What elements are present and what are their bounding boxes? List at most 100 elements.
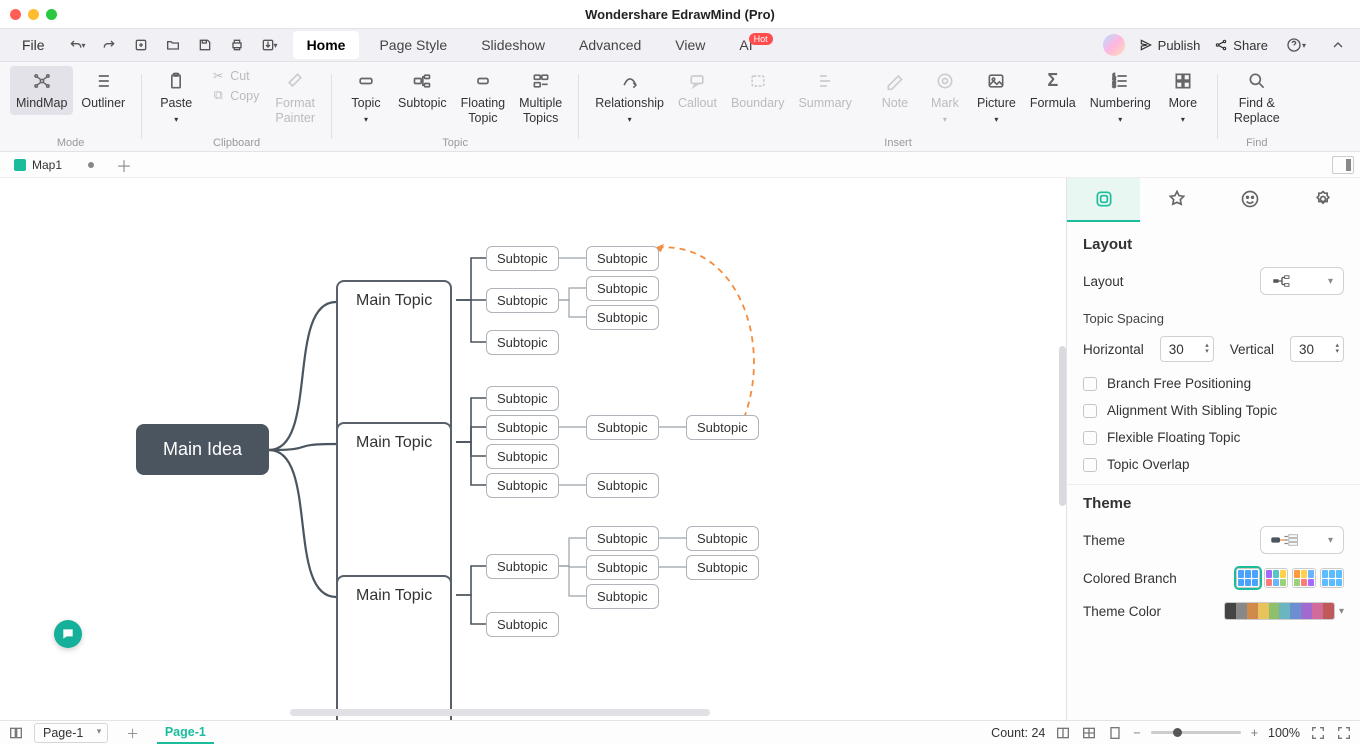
subtopic-node[interactable]: Subtopic — [586, 473, 659, 498]
cut-button[interactable]: ✂Cut — [202, 66, 267, 85]
page-selector[interactable]: Page-1 — [34, 723, 108, 743]
branch-free-checkbox[interactable] — [1083, 377, 1097, 391]
export-button[interactable]: ▾ — [255, 33, 283, 57]
side-tab-settings[interactable] — [1287, 178, 1360, 222]
pages-icon[interactable] — [8, 725, 24, 741]
main-topic-node[interactable]: Main Topic — [336, 575, 452, 720]
callout-button[interactable]: Callout — [672, 66, 723, 115]
side-tab-icons[interactable] — [1214, 178, 1287, 222]
undo-button[interactable]: ▾ — [63, 33, 91, 57]
canvas-h-scrollbar[interactable] — [290, 709, 710, 716]
subtopic-node[interactable]: Subtopic — [586, 584, 659, 609]
copy-button[interactable]: ⧉Copy — [202, 86, 267, 105]
subtopic-node[interactable]: Subtopic — [486, 444, 559, 469]
more-insert-button[interactable]: More▾ — [1159, 66, 1207, 129]
formula-button[interactable]: ΣFormula — [1024, 66, 1082, 115]
redo-button[interactable] — [95, 33, 123, 57]
subtopic-node[interactable]: Subtopic — [486, 612, 559, 637]
chat-fab[interactable] — [54, 620, 82, 648]
minimize-window-button[interactable] — [28, 9, 39, 20]
outliner-mode-button[interactable]: Outliner — [75, 66, 131, 115]
publish-button[interactable]: Publish — [1139, 38, 1201, 53]
format-painter-button[interactable]: Format Painter — [269, 66, 321, 130]
subtopic-node[interactable]: Subtopic — [586, 276, 659, 301]
layout-dropdown[interactable]: ▾ — [1260, 267, 1344, 295]
topic-overlap-checkbox[interactable] — [1083, 458, 1097, 472]
subtopic-node[interactable]: Subtopic — [686, 555, 759, 580]
subtopic-node[interactable]: Subtopic — [486, 330, 559, 355]
subtopic-node[interactable]: Subtopic — [686, 415, 759, 440]
subtopic-node[interactable]: Subtopic — [486, 246, 559, 271]
subtopic-node[interactable]: Subtopic — [586, 526, 659, 551]
view-split-icon[interactable] — [1055, 725, 1071, 741]
topic-button[interactable]: Topic▾ — [342, 66, 390, 129]
subtopic-button[interactable]: Subtopic — [392, 66, 453, 115]
share-button[interactable]: Share — [1214, 38, 1268, 53]
document-tab[interactable]: Map1 — [6, 155, 102, 175]
zoom-in-button[interactable]: + — [1251, 726, 1258, 740]
branch-palette-option[interactable] — [1320, 568, 1344, 588]
file-menu[interactable]: File — [8, 33, 59, 57]
mindmap-mode-button[interactable]: MindMap — [10, 66, 73, 115]
tab-view[interactable]: View — [661, 31, 719, 59]
multiple-topics-button[interactable]: Multiple Topics — [513, 66, 568, 130]
subtopic-node[interactable]: Subtopic — [486, 386, 559, 411]
paste-button[interactable]: Paste▾ — [152, 66, 200, 129]
numbering-button[interactable]: 123Numbering▾ — [1084, 66, 1157, 129]
close-window-button[interactable] — [10, 9, 21, 20]
tab-ai[interactable]: AIHot — [725, 31, 790, 59]
print-button[interactable] — [223, 33, 251, 57]
horizontal-spacing-input[interactable]: 30▴▾ — [1160, 336, 1214, 362]
add-page-button[interactable]: ＋ — [118, 723, 147, 742]
flexible-floating-checkbox[interactable] — [1083, 431, 1097, 445]
alignment-sibling-checkbox[interactable] — [1083, 404, 1097, 418]
floating-topic-button[interactable]: Floating Topic — [455, 66, 511, 130]
theme-dropdown[interactable]: ▾ — [1260, 526, 1344, 554]
picture-button[interactable]: Picture▾ — [971, 66, 1022, 129]
subtopic-node[interactable]: Subtopic — [686, 526, 759, 551]
help-button[interactable]: ▾ — [1282, 33, 1310, 57]
view-page-icon[interactable] — [1107, 725, 1123, 741]
zoom-slider[interactable] — [1151, 731, 1241, 734]
vertical-spacing-input[interactable]: 30▴▾ — [1290, 336, 1344, 362]
subtopic-node[interactable]: Subtopic — [586, 246, 659, 271]
theme-color-strip[interactable] — [1224, 602, 1335, 620]
zoom-level[interactable]: 100% — [1268, 726, 1300, 740]
subtopic-node[interactable]: Subtopic — [586, 415, 659, 440]
save-button[interactable] — [191, 33, 219, 57]
toggle-panel-button[interactable] — [1332, 156, 1354, 174]
collapse-ribbon-button[interactable] — [1324, 33, 1352, 57]
view-grid-icon[interactable] — [1081, 725, 1097, 741]
fit-screen-icon[interactable] — [1310, 725, 1326, 741]
tab-home[interactable]: Home — [293, 31, 360, 59]
subtopic-node[interactable]: Subtopic — [486, 473, 559, 498]
branch-palette-option[interactable] — [1236, 568, 1260, 588]
branch-palette-option[interactable] — [1292, 568, 1316, 588]
find-replace-button[interactable]: Find & Replace — [1228, 66, 1286, 130]
add-document-button[interactable]: ＋ — [110, 153, 138, 177]
side-tab-style[interactable] — [1140, 178, 1213, 222]
side-tab-layout[interactable] — [1067, 178, 1140, 222]
relationship-button[interactable]: Relationship▾ — [589, 66, 670, 129]
subtopic-node[interactable]: Subtopic — [586, 305, 659, 330]
subtopic-node[interactable]: Subtopic — [486, 554, 559, 579]
subtopic-node[interactable]: Subtopic — [586, 555, 659, 580]
root-node[interactable]: Main Idea — [136, 424, 269, 475]
boundary-button[interactable]: Boundary — [725, 66, 791, 115]
subtopic-node[interactable]: Subtopic — [486, 288, 559, 313]
open-button[interactable] — [159, 33, 187, 57]
canvas[interactable]: Main IdeaMain TopicMain TopicMain TopicS… — [0, 178, 1066, 720]
subtopic-node[interactable]: Subtopic — [486, 415, 559, 440]
note-button[interactable]: Note — [871, 66, 919, 115]
mark-button[interactable]: Mark▾ — [921, 66, 969, 129]
tab-page-style[interactable]: Page Style — [365, 31, 461, 59]
maximize-window-button[interactable] — [46, 9, 57, 20]
new-button[interactable] — [127, 33, 155, 57]
user-avatar[interactable] — [1103, 34, 1125, 56]
page-tab[interactable]: Page-1 — [157, 722, 214, 744]
branch-palette-option[interactable] — [1264, 568, 1288, 588]
zoom-out-button[interactable]: − — [1133, 726, 1140, 740]
canvas-v-scrollbar[interactable] — [1059, 346, 1066, 506]
tab-advanced[interactable]: Advanced — [565, 31, 655, 59]
summary-button[interactable]: Summary — [792, 66, 857, 115]
